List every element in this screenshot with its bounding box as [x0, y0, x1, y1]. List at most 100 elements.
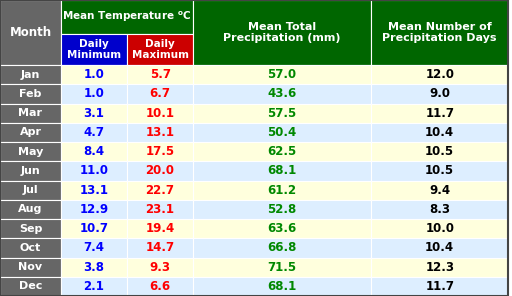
Text: Mean Total
Precipitation (mm): Mean Total Precipitation (mm): [223, 22, 341, 43]
Bar: [127, 181, 193, 200]
Text: 43.6: 43.6: [267, 88, 297, 100]
Text: 57.0: 57.0: [268, 68, 296, 81]
Bar: [61, 84, 127, 104]
Bar: [193, 238, 371, 258]
Bar: [371, 161, 508, 181]
Text: Mar: Mar: [18, 108, 42, 118]
Bar: [193, 104, 371, 123]
Bar: [61, 104, 127, 123]
Bar: [61, 219, 127, 238]
Bar: [0, 161, 61, 181]
Bar: [61, 65, 127, 84]
Text: 9.4: 9.4: [429, 184, 450, 197]
Bar: [127, 258, 193, 277]
Bar: [193, 142, 371, 161]
Bar: [0, 123, 61, 142]
Text: Dec: Dec: [19, 281, 42, 291]
Bar: [61, 277, 127, 296]
Text: 4.7: 4.7: [83, 126, 104, 139]
Text: 8.3: 8.3: [429, 203, 450, 216]
Text: 19.4: 19.4: [145, 222, 175, 235]
Bar: [0, 142, 61, 161]
Text: May: May: [18, 147, 43, 157]
Bar: [193, 181, 371, 200]
Bar: [0, 238, 61, 258]
Text: 12.0: 12.0: [425, 68, 454, 81]
Text: 17.5: 17.5: [145, 145, 175, 158]
Text: Daily
Minimum: Daily Minimum: [67, 39, 121, 60]
Text: 14.7: 14.7: [145, 242, 175, 254]
Text: 9.3: 9.3: [150, 261, 170, 274]
Bar: [61, 123, 127, 142]
Bar: [371, 238, 508, 258]
Bar: [61, 161, 127, 181]
Bar: [193, 219, 371, 238]
Bar: [371, 219, 508, 238]
Text: Aug: Aug: [18, 205, 42, 214]
Bar: [61, 238, 127, 258]
Text: 10.4: 10.4: [425, 242, 454, 254]
Bar: [0, 219, 61, 238]
Bar: [193, 277, 371, 296]
Bar: [127, 277, 193, 296]
Text: 61.2: 61.2: [268, 184, 296, 197]
Text: 10.0: 10.0: [425, 222, 454, 235]
Text: Month: Month: [9, 26, 52, 39]
Text: Mean Number of
Precipitation Days: Mean Number of Precipitation Days: [382, 22, 497, 43]
Text: 2.1: 2.1: [83, 280, 104, 293]
Text: Daily
Maximum: Daily Maximum: [132, 39, 188, 60]
Text: 68.1: 68.1: [267, 280, 297, 293]
Text: 10.7: 10.7: [79, 222, 109, 235]
Text: 63.6: 63.6: [267, 222, 297, 235]
Text: Oct: Oct: [20, 243, 41, 253]
Bar: [0, 181, 61, 200]
Bar: [371, 277, 508, 296]
Bar: [193, 200, 371, 219]
Text: 11.0: 11.0: [79, 165, 109, 177]
Bar: [127, 219, 193, 238]
Bar: [127, 200, 193, 219]
Text: 22.7: 22.7: [145, 184, 175, 197]
Bar: [61, 0, 193, 34]
Bar: [193, 0, 371, 65]
Bar: [371, 84, 508, 104]
Bar: [127, 34, 193, 65]
Bar: [193, 161, 371, 181]
Text: 10.5: 10.5: [425, 165, 454, 177]
Bar: [371, 142, 508, 161]
Bar: [0, 258, 61, 277]
Bar: [371, 0, 508, 65]
Bar: [371, 65, 508, 84]
Bar: [371, 104, 508, 123]
Text: Nov: Nov: [18, 262, 42, 272]
Text: 50.4: 50.4: [267, 126, 297, 139]
Text: 57.5: 57.5: [267, 107, 297, 120]
Text: Apr: Apr: [19, 128, 41, 137]
Text: 7.4: 7.4: [83, 242, 104, 254]
Text: 8.4: 8.4: [83, 145, 104, 158]
Text: 6.6: 6.6: [150, 280, 170, 293]
Bar: [0, 104, 61, 123]
Text: Jun: Jun: [20, 166, 40, 176]
Bar: [127, 123, 193, 142]
Bar: [0, 200, 61, 219]
Bar: [127, 238, 193, 258]
Bar: [61, 34, 127, 65]
Text: Jan: Jan: [21, 70, 40, 80]
Bar: [127, 84, 193, 104]
Bar: [127, 161, 193, 181]
Text: 12.3: 12.3: [425, 261, 454, 274]
Text: Feb: Feb: [19, 89, 41, 99]
Text: 68.1: 68.1: [267, 165, 297, 177]
Text: Jul: Jul: [23, 185, 38, 195]
Bar: [61, 200, 127, 219]
Text: 11.7: 11.7: [425, 107, 454, 120]
Text: 10.4: 10.4: [425, 126, 454, 139]
Text: 9.0: 9.0: [429, 88, 450, 100]
Bar: [193, 258, 371, 277]
Bar: [0, 65, 61, 84]
Text: Sep: Sep: [19, 224, 42, 234]
Text: 62.5: 62.5: [267, 145, 297, 158]
Bar: [61, 142, 127, 161]
Bar: [193, 65, 371, 84]
